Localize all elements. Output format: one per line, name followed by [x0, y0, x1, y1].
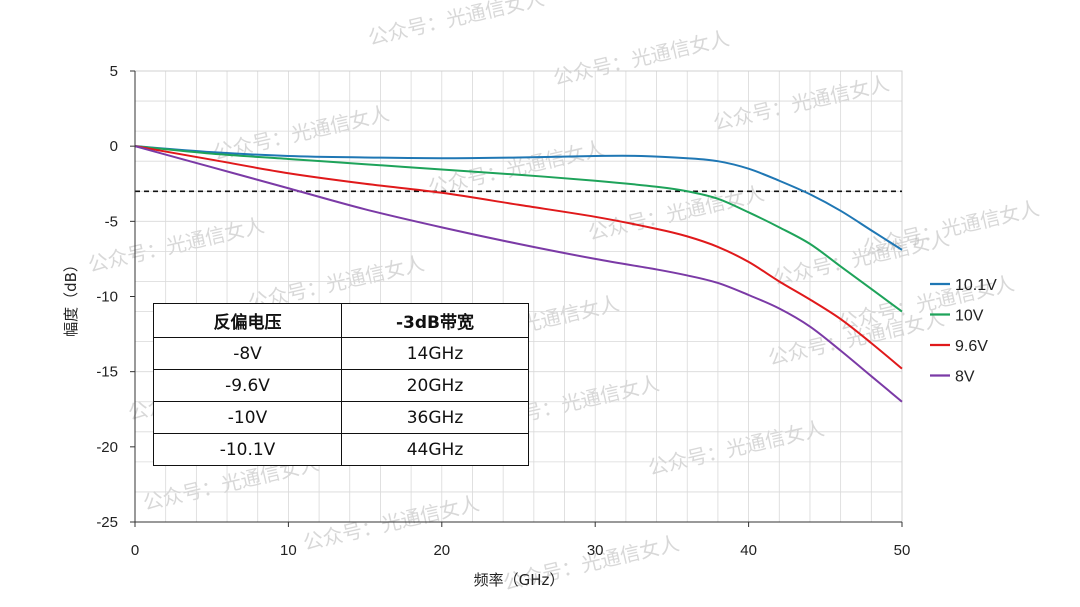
table-row: -10.1V 44GHz — [153, 433, 529, 466]
series-line-10-1V — [134, 145, 903, 251]
x-tick-label: 0 — [131, 542, 139, 559]
legend: 10.1V 10V 9.6V 8V — [930, 277, 997, 386]
table-row: -8V 14GHz — [153, 337, 529, 370]
watermark-text: 公众号：光通信女人 — [551, 26, 732, 90]
x-tick-label: 10 — [280, 542, 297, 559]
series-line-8V — [134, 145, 903, 403]
table-header-bandwidth: -3dB带宽 — [341, 303, 529, 338]
legend-label: 10V — [955, 308, 984, 325]
watermark-text: 公众号：光通信女人 — [426, 136, 607, 200]
table-row: -9.6V 20GHz — [153, 369, 529, 402]
y-tick-label: -5 — [105, 213, 118, 230]
watermark-layer: 公众号：光通信女人公众号：光通信女人公众号：光通信女人公众号：光通信女人公众号：… — [86, 0, 1042, 595]
table-header-row: 反偏电压 -3dB带宽 — [153, 303, 529, 338]
table-cell-voltage: -10V — [153, 401, 342, 434]
y-tick-label: 0 — [110, 138, 118, 155]
watermark-text: 公众号：光通信女人 — [366, 0, 547, 50]
x-axis-title: 频率（GHz） — [474, 571, 565, 589]
table-cell-voltage: -9.6V — [153, 369, 342, 402]
table-cell-bandwidth: 44GHz — [341, 433, 529, 466]
table-header-voltage: 反偏电压 — [153, 303, 342, 338]
watermark-text: 公众号：光通信女人 — [646, 416, 827, 480]
x-tick-label: 20 — [433, 542, 450, 559]
watermark-text: 公众号：光通信女人 — [711, 71, 892, 135]
table-row: -10V 36GHz — [153, 401, 529, 434]
y-axis-title: 幅度（dB） — [62, 257, 80, 337]
table-cell-bandwidth: 36GHz — [341, 401, 529, 434]
watermark-text: 公众号：光通信女人 — [301, 491, 482, 555]
y-tick-label: -15 — [96, 364, 118, 381]
series-line-10V — [134, 145, 903, 313]
table-cell-bandwidth: 20GHz — [341, 369, 529, 402]
y-tick-label: 5 — [110, 63, 118, 80]
table-cell-voltage: -8V — [153, 337, 342, 370]
x-tick-label: 40 — [740, 542, 757, 559]
table-cell-voltage: -10.1V — [153, 433, 342, 466]
x-tick-label: 30 — [587, 542, 604, 559]
y-tick-label: -25 — [96, 514, 118, 531]
y-tick-label: -10 — [96, 289, 118, 306]
legend-label: 9.6V — [955, 338, 988, 355]
legend-label: 8V — [955, 369, 975, 386]
x-tick-label: 50 — [894, 542, 911, 559]
bandwidth-table: 反偏电压 -3dB带宽 -8V 14GHz -9.6V 20GHz -10V 3… — [153, 303, 529, 466]
legend-label: 10.1V — [955, 277, 997, 294]
y-tick-label: -20 — [96, 439, 118, 456]
series-line-9-6V — [134, 145, 903, 370]
table-cell-bandwidth: 14GHz — [341, 337, 529, 370]
series-group — [134, 145, 903, 403]
watermark-text: 公众号：光通信女人 — [861, 196, 1042, 260]
